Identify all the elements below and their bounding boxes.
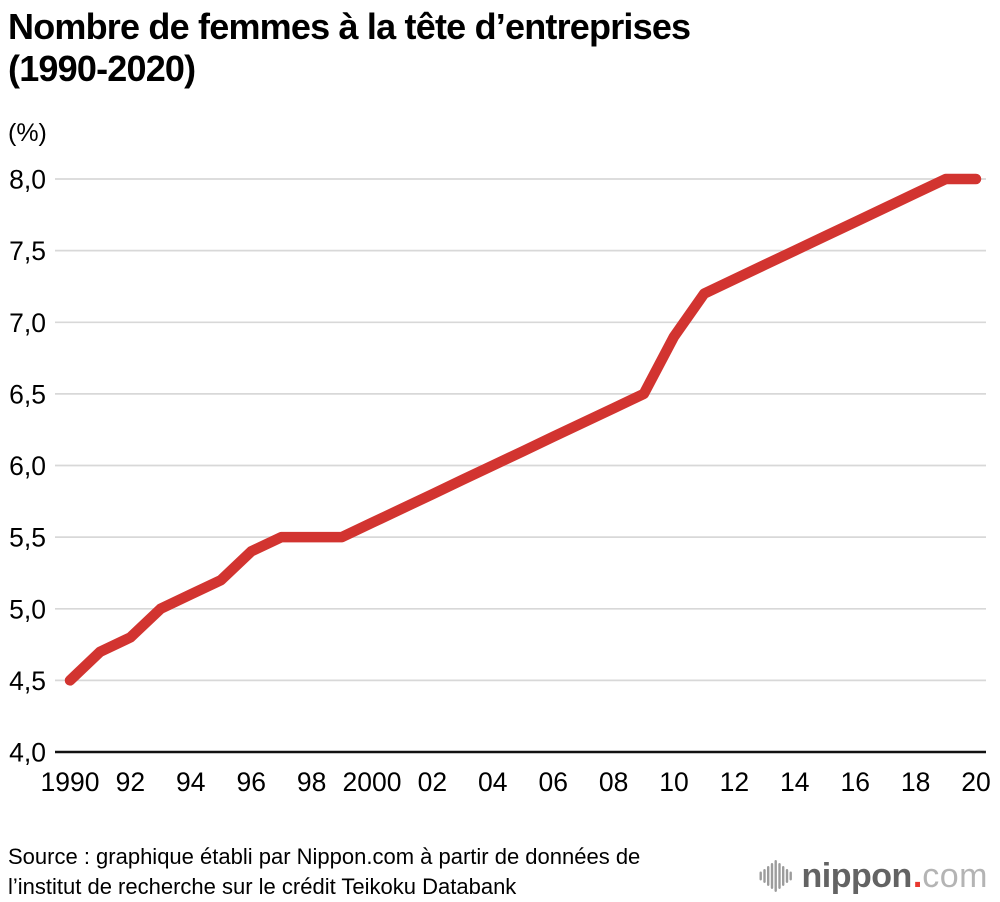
x-tick-label: 18 (901, 767, 930, 797)
x-tick-label: 96 (236, 767, 265, 797)
y-tick-label: 5,5 (9, 523, 46, 553)
x-tick-label: 10 (659, 767, 688, 797)
source-note-line1: Source : graphique établi par Nippon.com… (8, 844, 641, 869)
y-tick-label: 7,5 (9, 236, 46, 266)
logo-tld-text: com (922, 856, 988, 895)
x-tick-label: 14 (780, 767, 809, 797)
sound-bars-icon (759, 860, 792, 892)
x-axis-labels: 1990 92 94 96 98 2000 02 04 06 08 10 12 14 16 18 20 (41, 767, 991, 797)
nippon-logo: nippon. com (759, 855, 988, 897)
source-note: Source : graphique établi par Nippon.com… (8, 842, 640, 902)
chart-title-line2: (1990-2020) (8, 48, 196, 89)
logo-brand-text: nippon (801, 856, 913, 895)
x-tick-label: 1990 (41, 767, 100, 797)
x-tick-label: 94 (176, 767, 205, 797)
x-tick-label: 16 (840, 767, 869, 797)
y-tick-label: 8,0 (9, 165, 46, 195)
y-tick-label: 6,0 (9, 451, 46, 481)
source-note-line2: l’institut de recherche sur le crédit Te… (8, 874, 517, 899)
data-line (64, 173, 982, 686)
x-tick-label: 02 (418, 767, 447, 797)
gridlines (55, 178, 986, 682)
x-tick-label: 20 (961, 767, 990, 797)
x-tick-label: 98 (297, 767, 326, 797)
x-tick-label: 12 (720, 767, 749, 797)
x-tick-label: 04 (478, 767, 507, 797)
x-tick-label: 08 (599, 767, 628, 797)
y-axis-labels: 4,0 4,5 5,0 5,5 6,0 6,5 7,0 7,5 8,0 (9, 165, 46, 768)
chart-title-line1: Nombre de femmes à la tête d’entreprises (8, 6, 691, 47)
logo-dot: . (912, 856, 923, 895)
y-tick-label: 6,5 (9, 379, 46, 409)
y-tick-label: 4,0 (9, 738, 46, 768)
y-axis-unit-label: (%) (8, 119, 47, 147)
x-tick-label: 06 (538, 767, 567, 797)
chart-title: Nombre de femmes à la tête d’entreprises… (8, 6, 691, 90)
y-tick-label: 4,5 (9, 666, 46, 696)
x-tick-label: 92 (116, 767, 145, 797)
x-tick-label: 2000 (343, 767, 402, 797)
y-tick-label: 5,0 (9, 594, 46, 624)
y-tick-label: 7,0 (9, 308, 46, 338)
